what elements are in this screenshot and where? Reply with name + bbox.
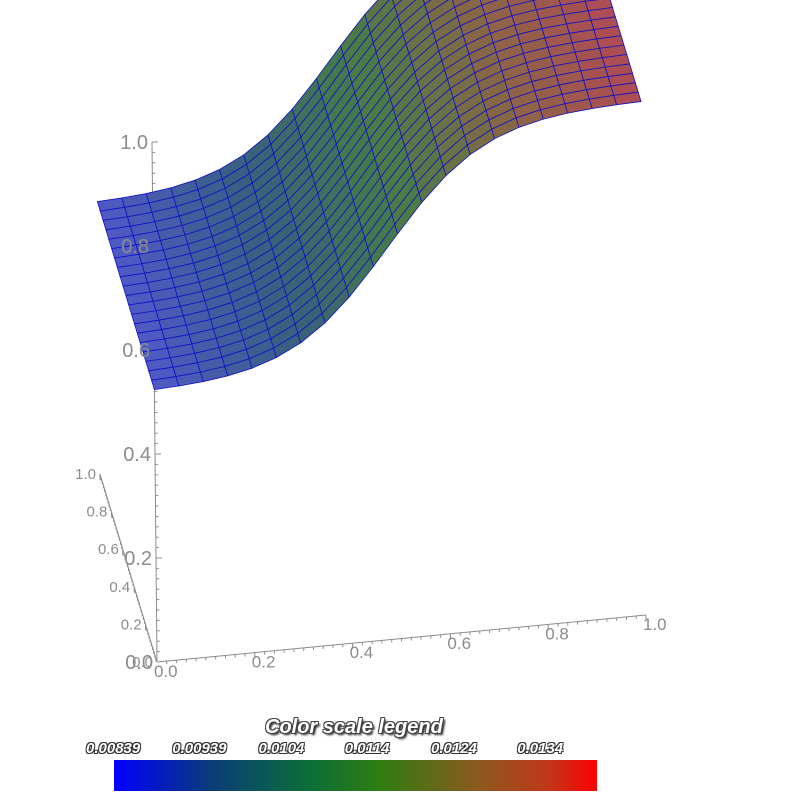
y-tick-label: 1.0 — [75, 466, 96, 483]
axis-tick-labels: 0.00.20.40.60.81.00.0 0.2 0.4 0.6 0.8 1.00.00… — [75, 132, 667, 681]
x-tick-label: 0.6 — [447, 634, 471, 653]
color-scale-tick-label: 0.0104 — [258, 740, 305, 757]
z-tick-label: 0.4 — [123, 444, 151, 466]
surface-mesh — [96, 0, 642, 391]
color-scale-tick-label: 0.0134 — [517, 740, 564, 757]
z-tick-label: 0.8 — [121, 236, 149, 258]
y-tick-label: 0.8 — [87, 504, 108, 521]
z-tick-label: 0.0 — [125, 652, 153, 674]
z-tick-label: 0.6 — [122, 340, 150, 362]
x-tick-label: 0.4 — [350, 643, 374, 662]
x-tick-label: 0.0 — [154, 662, 178, 681]
x-tick-label: 0.2 — [252, 653, 276, 672]
y-tick-label: 0.2 — [121, 616, 142, 633]
y-tick-label: 0.4 — [109, 579, 130, 596]
color-scale-tick-label: 0.0114 — [344, 740, 390, 757]
color-scale-tick-label: 0.00939 — [172, 740, 227, 757]
x-tick-label: 0.8 — [545, 624, 569, 643]
z-tick-label: 1.0 — [120, 132, 148, 154]
legend-title: Color scale legend — [265, 716, 443, 738]
x-tick-label: 1.0 — [643, 615, 667, 634]
y-tick-label: 0.6 — [98, 541, 119, 558]
y-tick-label: 0.0 — [132, 654, 153, 671]
color-scale-bar — [114, 760, 597, 791]
color-scale-tick-label: 0.0124 — [431, 740, 477, 757]
surface-cell — [613, 91, 642, 106]
color-scale-tick-label: 0.00839 — [86, 740, 141, 757]
z-tick-label: 0.2 — [124, 548, 152, 570]
